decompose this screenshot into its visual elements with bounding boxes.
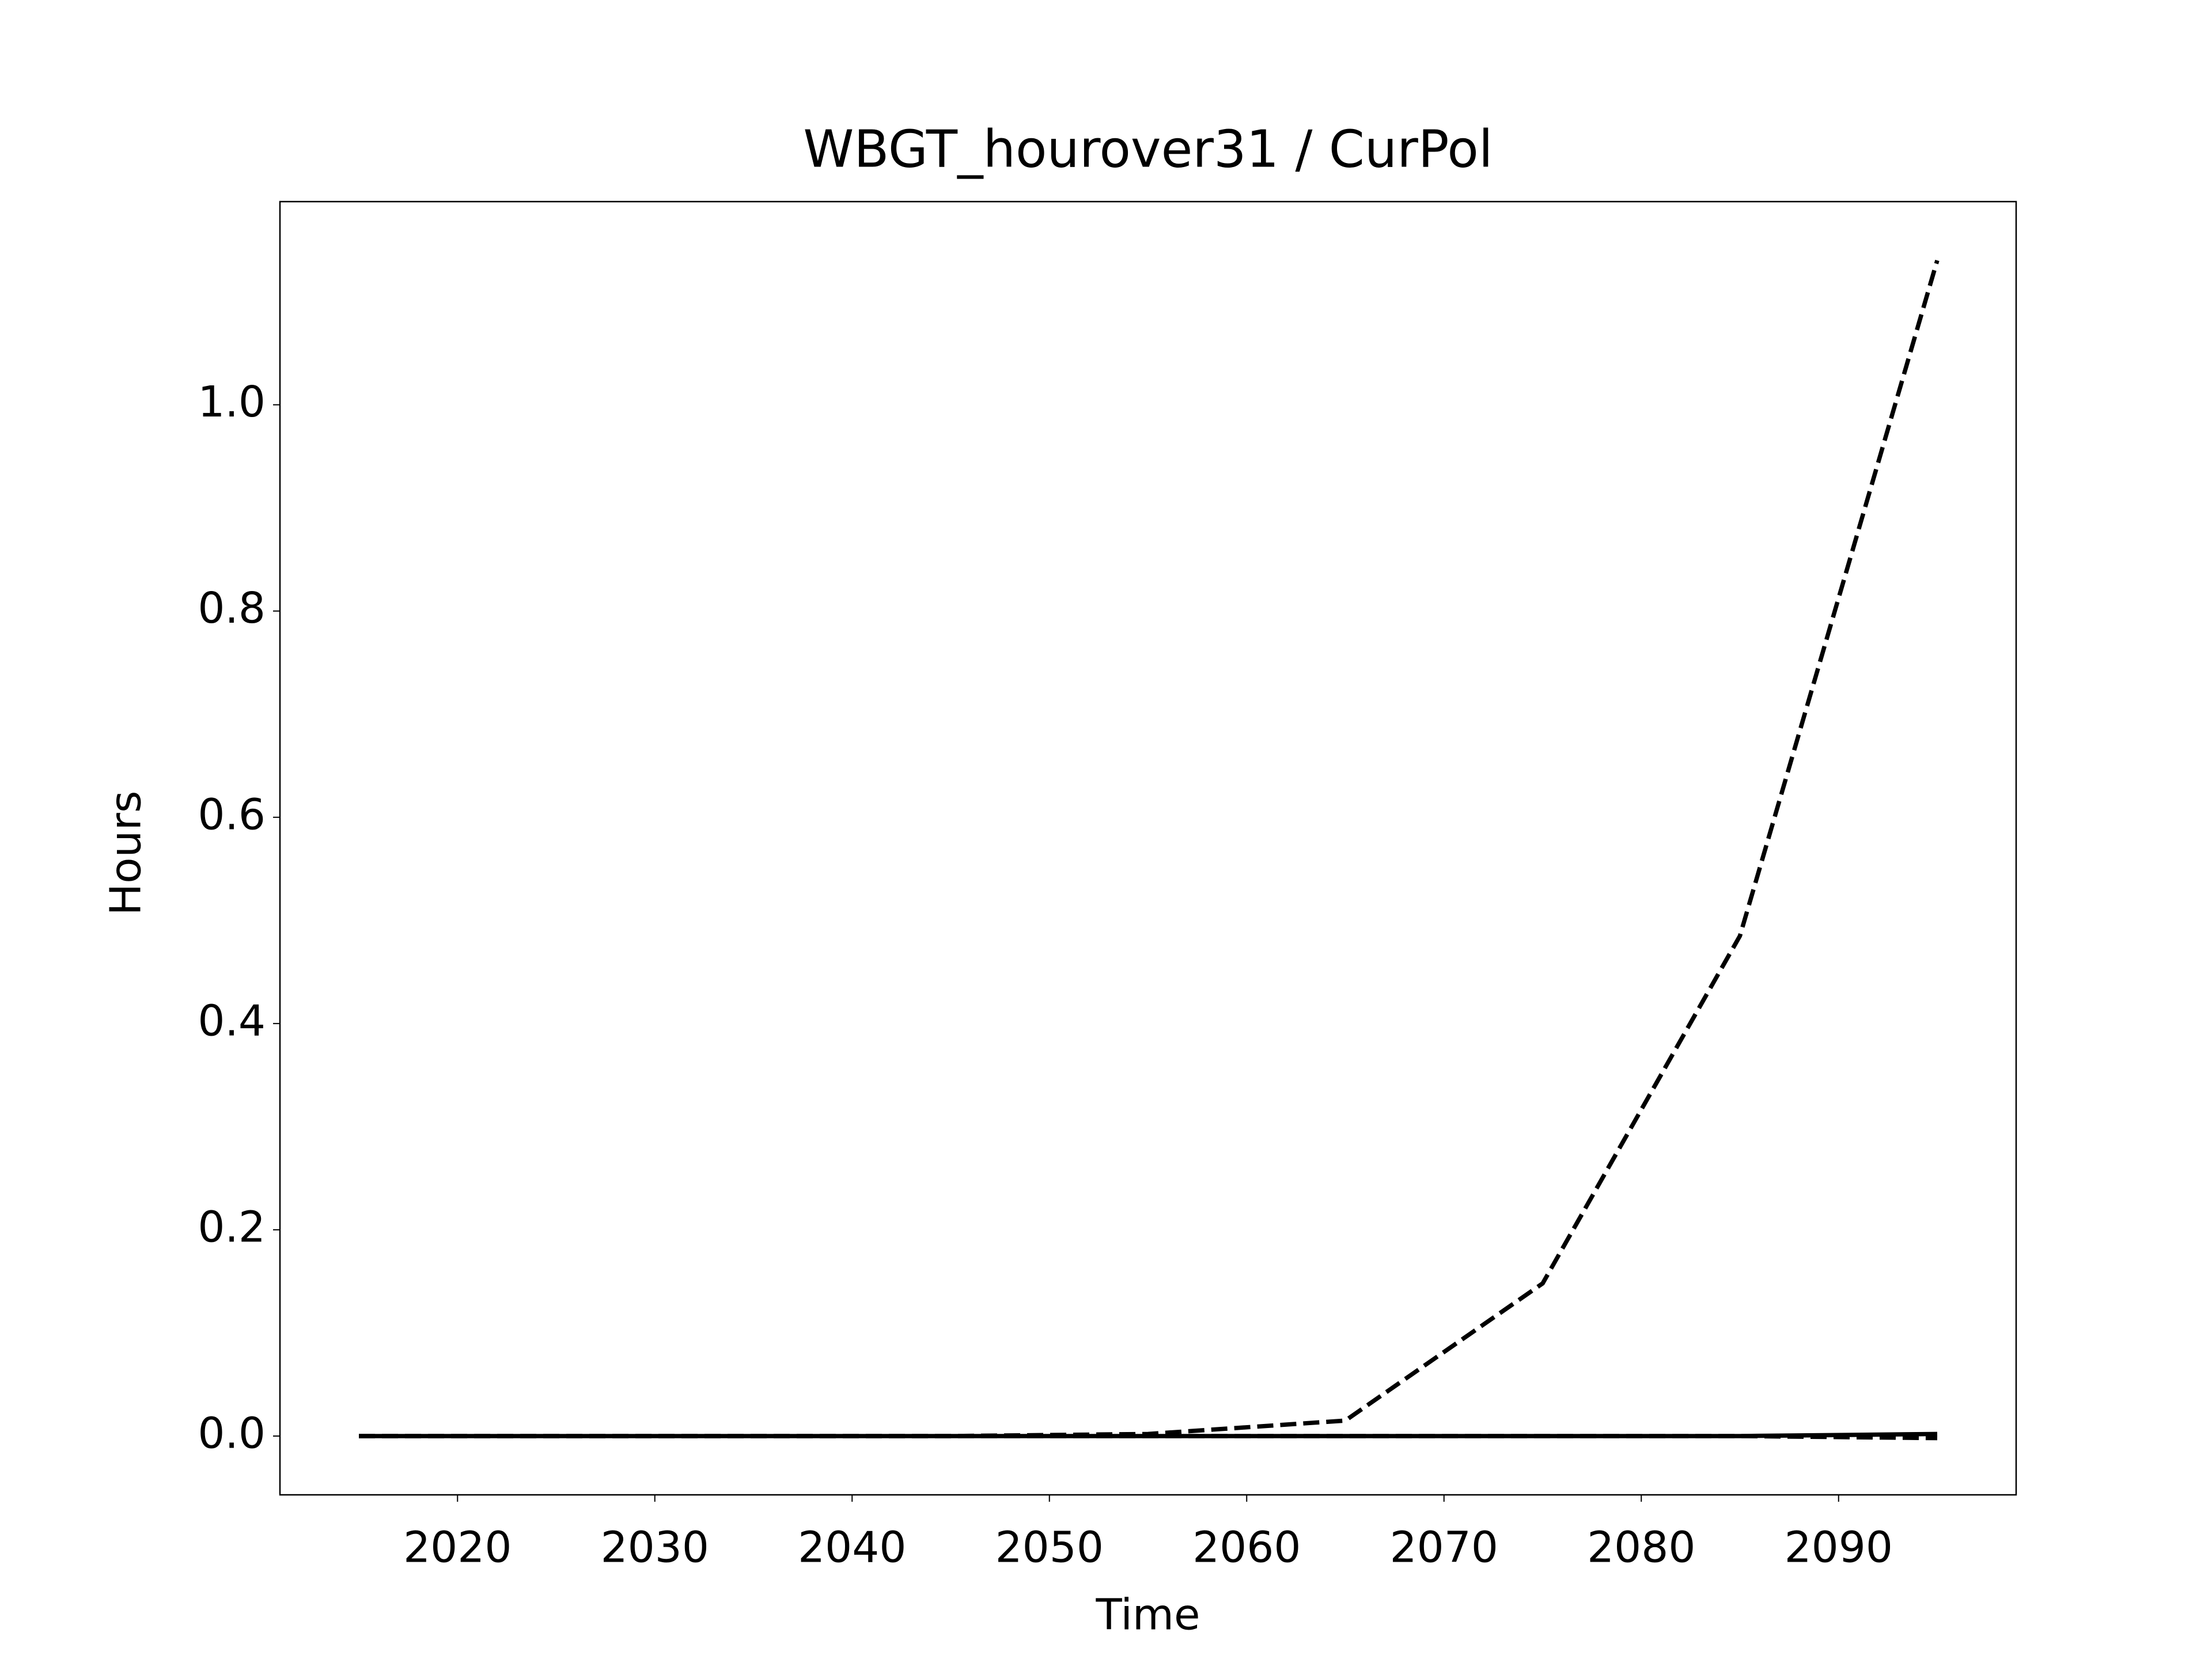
y-tick-label: 1.0: [198, 377, 266, 427]
y-tick-label: 0.6: [198, 790, 266, 839]
y-axis-label: Hours: [101, 791, 151, 916]
y-tick-label: 0.8: [198, 584, 266, 633]
x-tick-label: 2040: [798, 1523, 906, 1573]
x-tick-label: 2070: [1390, 1523, 1498, 1573]
x-tick-label: 2030: [601, 1523, 709, 1573]
x-tick-label: 2080: [1587, 1523, 1695, 1573]
line-series: [359, 1434, 1938, 1441]
y-tick-label: 0.0: [198, 1408, 266, 1458]
x-tick-label: 2020: [403, 1523, 512, 1573]
x-tick-label: 2050: [995, 1523, 1104, 1573]
x-tick-label: 2060: [1192, 1523, 1301, 1573]
plot-frame: [279, 200, 2017, 1496]
x-tick-label: 2090: [1785, 1523, 1893, 1573]
y-tick-label: 0.2: [198, 1202, 266, 1252]
chart-title: WBGT_hourover31 / CurPol: [803, 119, 1493, 179]
y-tick-label: 0.4: [198, 996, 266, 1046]
x-axis-label: Time: [1095, 1590, 1200, 1640]
